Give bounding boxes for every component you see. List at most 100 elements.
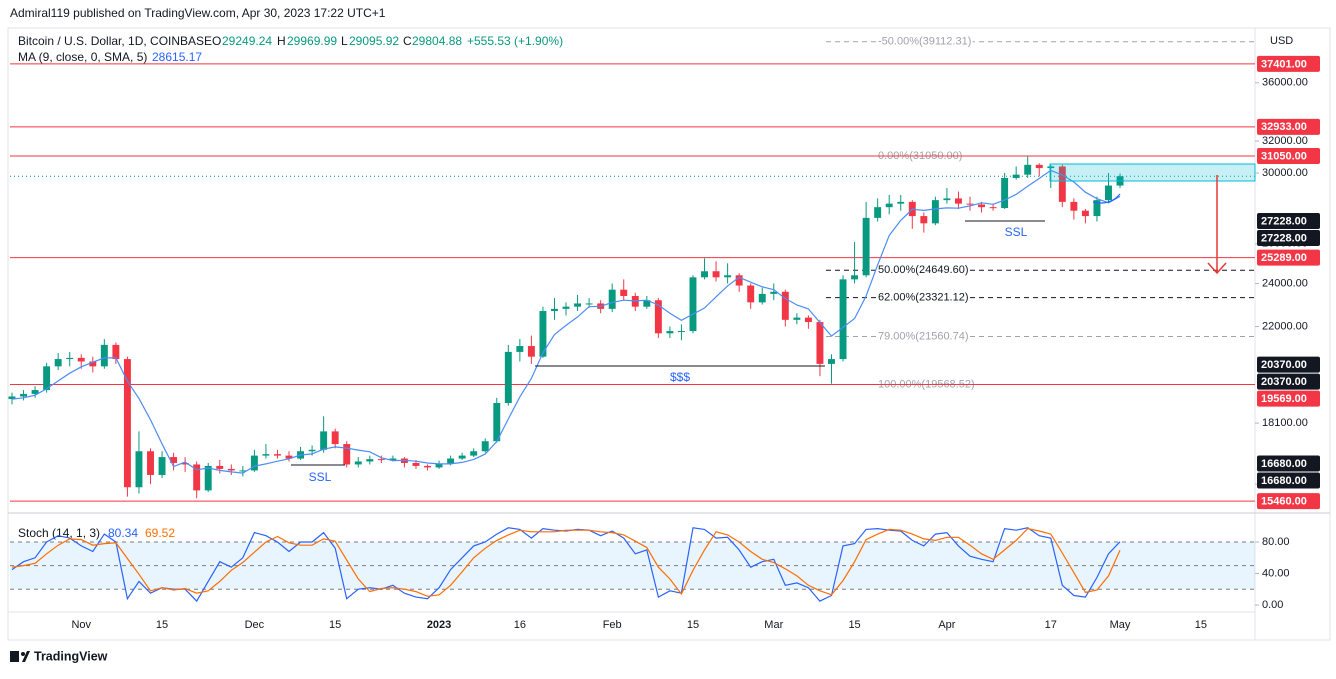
candle-body — [1012, 174, 1020, 178]
price-label-box — [1257, 356, 1320, 373]
candle-body — [216, 465, 224, 469]
y-tick-label: 40.00 — [1262, 567, 1290, 579]
price-label-box — [1257, 455, 1320, 472]
x-tick-label: 17 — [1045, 619, 1057, 631]
candle-body — [770, 291, 778, 294]
price-label: 37401.00 — [1261, 58, 1307, 70]
y-tick-label: 80.00 — [1262, 536, 1290, 548]
candle-body — [793, 317, 801, 320]
candle-body — [689, 277, 697, 332]
candle-body — [20, 393, 28, 397]
price-label: 19569.00 — [1261, 393, 1307, 405]
price-label-box — [1257, 390, 1320, 407]
high-label: H — [277, 34, 286, 48]
candle-body — [481, 441, 489, 452]
x-tick-label: 15 — [329, 619, 341, 631]
candle-body — [204, 465, 212, 491]
candle-body — [539, 311, 547, 357]
logo-dot — [21, 652, 25, 656]
candle-body — [112, 344, 120, 360]
symbol: Bitcoin / U.S. Dollar, 1D, COINBASE — [18, 34, 212, 48]
candle-body — [931, 200, 939, 224]
brand: TradingView — [10, 649, 108, 663]
candle-body — [123, 359, 131, 488]
annotation: SSL — [309, 470, 332, 484]
y-tick-label: 30000.00 — [1262, 167, 1308, 179]
candle-body — [308, 449, 316, 452]
price-label-box — [1257, 249, 1320, 266]
candle-body — [227, 468, 235, 471]
candle-body — [1058, 166, 1066, 202]
candle-body — [89, 361, 97, 367]
price-label-box — [1257, 373, 1320, 390]
candle-body — [677, 331, 685, 333]
candle-body — [147, 451, 154, 475]
price-label-box — [1257, 472, 1320, 489]
price-label-box — [1257, 230, 1320, 247]
candle-body — [954, 198, 962, 204]
brand-name: TradingView — [34, 649, 108, 663]
candle-body — [354, 461, 362, 465]
candle-body — [458, 455, 466, 459]
open-value: 29249.24 — [222, 34, 272, 48]
candle-body — [654, 300, 662, 334]
candle-body — [943, 198, 951, 201]
x-tick-label: May — [1110, 619, 1131, 631]
y-tick-label: 24000.00 — [1262, 277, 1308, 289]
candle-body — [43, 366, 51, 391]
candle-body — [735, 275, 743, 286]
candle-body — [377, 459, 385, 461]
x-tick-label: Dec — [245, 619, 265, 631]
candle-body — [758, 293, 766, 303]
high-value: 29969.99 — [287, 34, 337, 48]
candle-body — [839, 279, 847, 360]
change: +555.53 (+1.90%) — [467, 34, 563, 48]
candle-body — [966, 203, 974, 205]
candle-body — [724, 275, 732, 278]
fib-label: 79.00%(21560.74) — [878, 330, 969, 342]
y-tick-label: 32000.00 — [1262, 135, 1308, 147]
close-value: 29804.88 — [412, 34, 462, 48]
candle-body — [389, 458, 397, 461]
supply-zone — [1049, 163, 1256, 182]
candle-body — [1070, 201, 1078, 211]
candle-body — [1093, 200, 1101, 217]
ma-value: 28615.17 — [152, 50, 202, 64]
candle-body — [77, 357, 85, 362]
ma-line — [11, 169, 1121, 474]
candle-body — [493, 403, 501, 442]
price-label: 20370.00 — [1261, 376, 1307, 388]
candle-body — [551, 308, 558, 312]
price-label-box — [1257, 55, 1320, 72]
low-value: 29095.92 — [349, 34, 399, 48]
drawings: SSL $$$ SSL — [291, 163, 1256, 484]
candle-body — [874, 207, 882, 218]
candle-body — [1105, 185, 1112, 201]
candle-body — [828, 359, 835, 364]
candle-body — [516, 346, 524, 352]
price-label: 32933.00 — [1261, 121, 1307, 133]
price-label: 15460.00 — [1261, 496, 1307, 508]
candle-body — [574, 303, 582, 307]
candle-body — [262, 454, 270, 456]
candle-body — [527, 346, 535, 357]
published-note: Admiral119 published on TradingView.com,… — [10, 6, 386, 20]
candle-body — [366, 459, 374, 462]
close-label: C — [403, 34, 412, 48]
candle-body — [320, 431, 328, 450]
x-tick-label: Nov — [71, 619, 91, 631]
candle-body — [920, 216, 928, 224]
candle-body — [897, 201, 905, 204]
price-label: 27228.00 — [1261, 215, 1307, 227]
y-tick-label: 36000.00 — [1262, 77, 1308, 89]
currency: USD — [1270, 35, 1293, 47]
fib-label: 62.00%(23321.12) — [878, 292, 969, 304]
x-tick-label: Apr — [938, 619, 955, 631]
candle-body — [250, 455, 258, 471]
arrow-head — [1207, 262, 1227, 275]
price-label: 27228.00 — [1261, 232, 1307, 244]
candle-body — [54, 359, 62, 367]
price-label-box — [1257, 213, 1320, 230]
